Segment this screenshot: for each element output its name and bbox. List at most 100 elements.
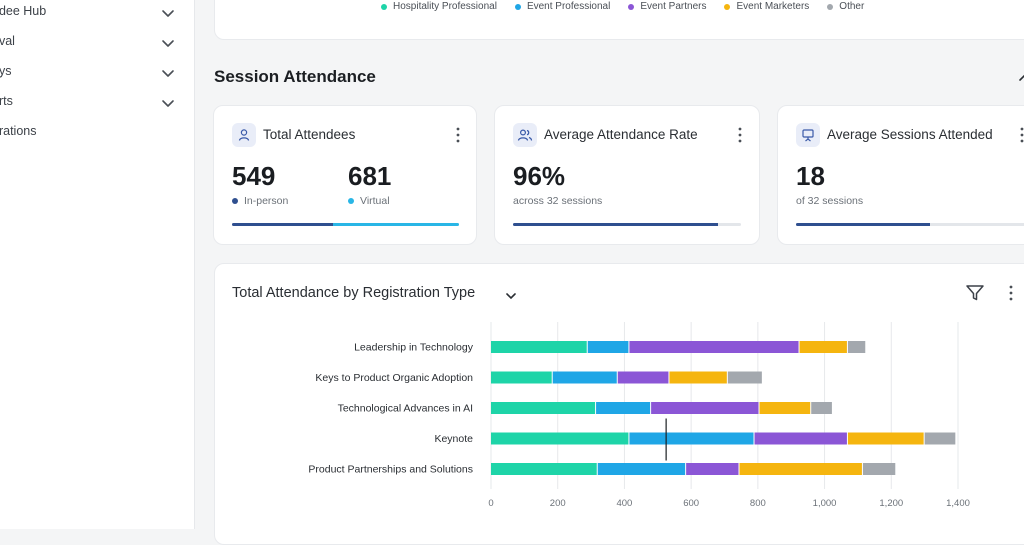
category-label: Keys to Product Organic Adoption: [315, 372, 473, 384]
stacked-bar-chart: 0 200 400 600 800 1,000 1,200 1,400 Leadership i…: [308, 322, 970, 509]
x-tick-label: 0: [488, 498, 493, 509]
legend-swatch: [381, 3, 387, 10]
sidebar-item-attendee-hub[interactable]: ndee Hub: [0, 0, 194, 27]
bar-segment: [669, 371, 727, 384]
chart-title[interactable]: Total Attendance by Registration Type: [232, 285, 476, 301]
bar-segment: [847, 341, 866, 353]
legend-label: Hospitality Professional: [393, 1, 497, 12]
users-icon: [513, 123, 537, 147]
sessions-caption: of 32 sessions: [796, 195, 864, 207]
inperson-caption: In-person: [232, 195, 288, 207]
x-tick-label: 1,000: [813, 498, 837, 509]
bar-segment: [686, 463, 739, 475]
chevron-down-icon[interactable]: [160, 5, 176, 21]
category-label: Leadership in Technology: [354, 342, 474, 354]
sidebar-item-label: orts: [0, 94, 13, 108]
card-title: Average Sessions Attended: [827, 127, 993, 142]
bar-segment: [759, 402, 811, 414]
attendance-chart-card: Total Attendance by Registration Type 0 2…: [214, 263, 1024, 545]
sidebar-item-reports[interactable]: orts: [0, 87, 194, 117]
inperson-value: 549: [232, 161, 276, 191]
legend-item: Hospitality Professional: [381, 1, 497, 12]
attendance-rate-progress: [513, 223, 741, 226]
bar-segment: [491, 371, 552, 384]
more-options-icon[interactable]: [732, 126, 748, 144]
presentation-icon: [796, 123, 820, 147]
sidebar-item-surveys[interactable]: eys: [0, 57, 194, 87]
legend-swatch: [827, 3, 834, 10]
category-label: Product Partnerships and Solutions: [308, 464, 473, 476]
attendance-rate-progress-fill: [513, 223, 719, 226]
legend-item: Event Partners: [628, 1, 706, 12]
more-options-icon[interactable]: [1014, 126, 1024, 144]
sessions-progress: [796, 223, 1024, 226]
card-title: Average Attendance Rate: [544, 127, 698, 142]
sidebar: ndee Hub rival eys orts grations: [0, 0, 195, 529]
filter-icon[interactable]: [965, 284, 985, 307]
legend-item: Other: [827, 1, 864, 12]
sidebar-item-label: eys: [0, 64, 12, 78]
bar-segment: [596, 402, 651, 414]
virtual-caption: Virtual: [348, 195, 390, 207]
inperson-bar: [232, 223, 334, 226]
virtual-value: 681: [348, 161, 392, 191]
category-label: Technological Advances in AI: [338, 403, 473, 415]
bar-segment: [811, 402, 832, 414]
inperson-dot: [232, 198, 238, 204]
bar-segment: [799, 341, 847, 353]
legend-swatch: [628, 3, 635, 10]
attendance-rate-value: 96%: [513, 161, 566, 191]
bar-segment: [491, 463, 597, 475]
x-tick-label: 200: [550, 498, 566, 509]
bar-segment: [629, 432, 754, 445]
sessions-value: 18: [796, 161, 825, 191]
bar-segment: [727, 371, 762, 384]
chevron-down-icon[interactable]: [160, 95, 176, 111]
sidebar-item-label: grations: [0, 124, 37, 138]
chevron-down-icon[interactable]: [505, 288, 517, 306]
category-label: Keynote: [434, 433, 473, 445]
legend-label: Event Marketers: [736, 1, 810, 12]
sessions-attended-card: Average Sessions Attended 18 of 32 sessi…: [777, 105, 1024, 245]
chevron-down-icon[interactable]: [160, 65, 176, 81]
total-attendees-card: Total Attendees 549 In-person 681 Virtua…: [213, 105, 477, 245]
bar-segment: [847, 432, 924, 445]
sidebar-item-arrival[interactable]: rival: [0, 27, 194, 57]
legend-swatch: [724, 3, 731, 10]
x-tick-label: 1,200: [879, 498, 903, 509]
bar-segment: [924, 432, 956, 445]
chart-legend: Hospitality Professional Event Professio…: [381, 1, 864, 12]
bar-segment: [491, 341, 587, 353]
section-title: Session Attendance: [214, 67, 376, 86]
user-icon: [232, 123, 256, 147]
main-content: Hospitality Professional Event Professio…: [194, 0, 1024, 545]
bar-segment: [552, 371, 617, 384]
bar-segment: [587, 341, 629, 353]
legend-item: Event Marketers: [724, 1, 809, 12]
virtual-label: Virtual: [360, 195, 390, 207]
legend-swatch: [514, 3, 521, 10]
attendance-rate-card: Average Attendance Rate 96% across 32 se…: [494, 105, 760, 245]
bar-segment: [617, 371, 669, 384]
x-tick-label: 800: [750, 498, 766, 509]
bar-segment: [629, 341, 799, 353]
bar-segment: [862, 463, 896, 475]
x-tick-label: 400: [616, 498, 632, 509]
more-options-icon[interactable]: [450, 126, 466, 144]
chevron-down-icon[interactable]: [160, 35, 176, 51]
bar-segment: [491, 432, 629, 445]
legend-label: Event Professional: [526, 1, 611, 12]
x-tick-label: 600: [683, 498, 699, 509]
card-title: Total Attendees: [263, 127, 356, 142]
sessions-progress-fill: [796, 223, 931, 226]
legend-label: Other: [839, 1, 865, 12]
sidebar-item-integrations[interactable]: grations: [0, 117, 194, 147]
chevron-up-icon[interactable]: [1018, 70, 1024, 88]
legend-label: Event Partners: [640, 1, 707, 12]
legend-card: Hospitality Professional Event Professio…: [214, 0, 1024, 40]
more-options-icon[interactable]: [1003, 284, 1019, 307]
bar-segment: [491, 402, 596, 414]
bar-segment: [597, 463, 686, 475]
virtual-dot: [348, 198, 354, 204]
bar-segment: [651, 402, 759, 414]
